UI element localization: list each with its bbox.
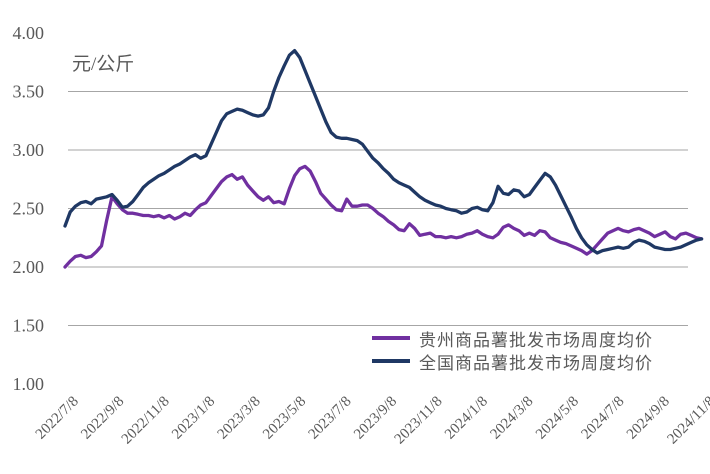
- series-line-national: [63, 48, 704, 255]
- y-tick-label-3.50: 3.50: [13, 82, 45, 102]
- x-tick-label-2024-1-8: 2024/1/8: [442, 394, 491, 443]
- x-tick-label-2023-5-8: 2023/5/8: [260, 394, 309, 443]
- legend-item-national: 全国商品薯批发市场周度均价: [372, 351, 653, 373]
- legend: 贵州商品薯批发市场周度均价 全国商品薯批发市场周度均价: [372, 328, 653, 373]
- x-tick-label-2023-1-8: 2023/1/8: [169, 394, 218, 443]
- y-tick-label-3.00: 3.00: [13, 140, 45, 160]
- gridlines: [68, 90, 688, 327]
- series-lines: [63, 48, 704, 269]
- x-tick-label-2023-11-8: 2023/11/8: [392, 394, 446, 448]
- legend-swatch-national: [372, 359, 410, 363]
- series-line-guizhou: [63, 164, 704, 269]
- x-tick-label-2022-7-8: 2022/7/8: [33, 394, 82, 443]
- legend-label-guizhou: 贵州商品薯批发市场周度均价: [419, 330, 653, 350]
- x-tick-label-2023-3-8: 2023/3/8: [215, 394, 264, 443]
- x-tick-label-2022-11-8: 2022/11/8: [119, 394, 173, 448]
- legend-label-national: 全国商品薯批发市场周度均价: [419, 353, 653, 373]
- y-tick-label-4.00: 4.00: [13, 23, 45, 43]
- y-tick-label-1.00: 1.00: [13, 374, 45, 394]
- x-tick-label-2024-7-8: 2024/7/8: [578, 394, 627, 443]
- x-tick-label-2023-7-8: 2023/7/8: [306, 394, 355, 443]
- y-tick-label-2.00: 2.00: [13, 257, 45, 277]
- x-tick-label-2024-5-8: 2024/5/8: [533, 394, 582, 443]
- x-tick-label-2024-11-8: 2024/11/8: [664, 394, 710, 448]
- x-axis-labels: 2022/7/82022/9/82022/11/82023/1/82023/3/…: [33, 394, 710, 448]
- axis-unit-label: 元/公斤: [72, 53, 134, 75]
- x-tick-label-2024-3-8: 2024/3/8: [487, 394, 536, 443]
- legend-item-guizhou: 贵州商品薯批发市场周度均价: [372, 328, 653, 350]
- legend-swatch-guizhou: [372, 336, 410, 340]
- y-tick-label-2.50: 2.50: [13, 199, 45, 219]
- y-tick-label-1.50: 1.50: [13, 316, 45, 336]
- y-axis-labels: 4.00 3.50 3.00 2.50 2.00 1.50 1.00: [13, 23, 45, 394]
